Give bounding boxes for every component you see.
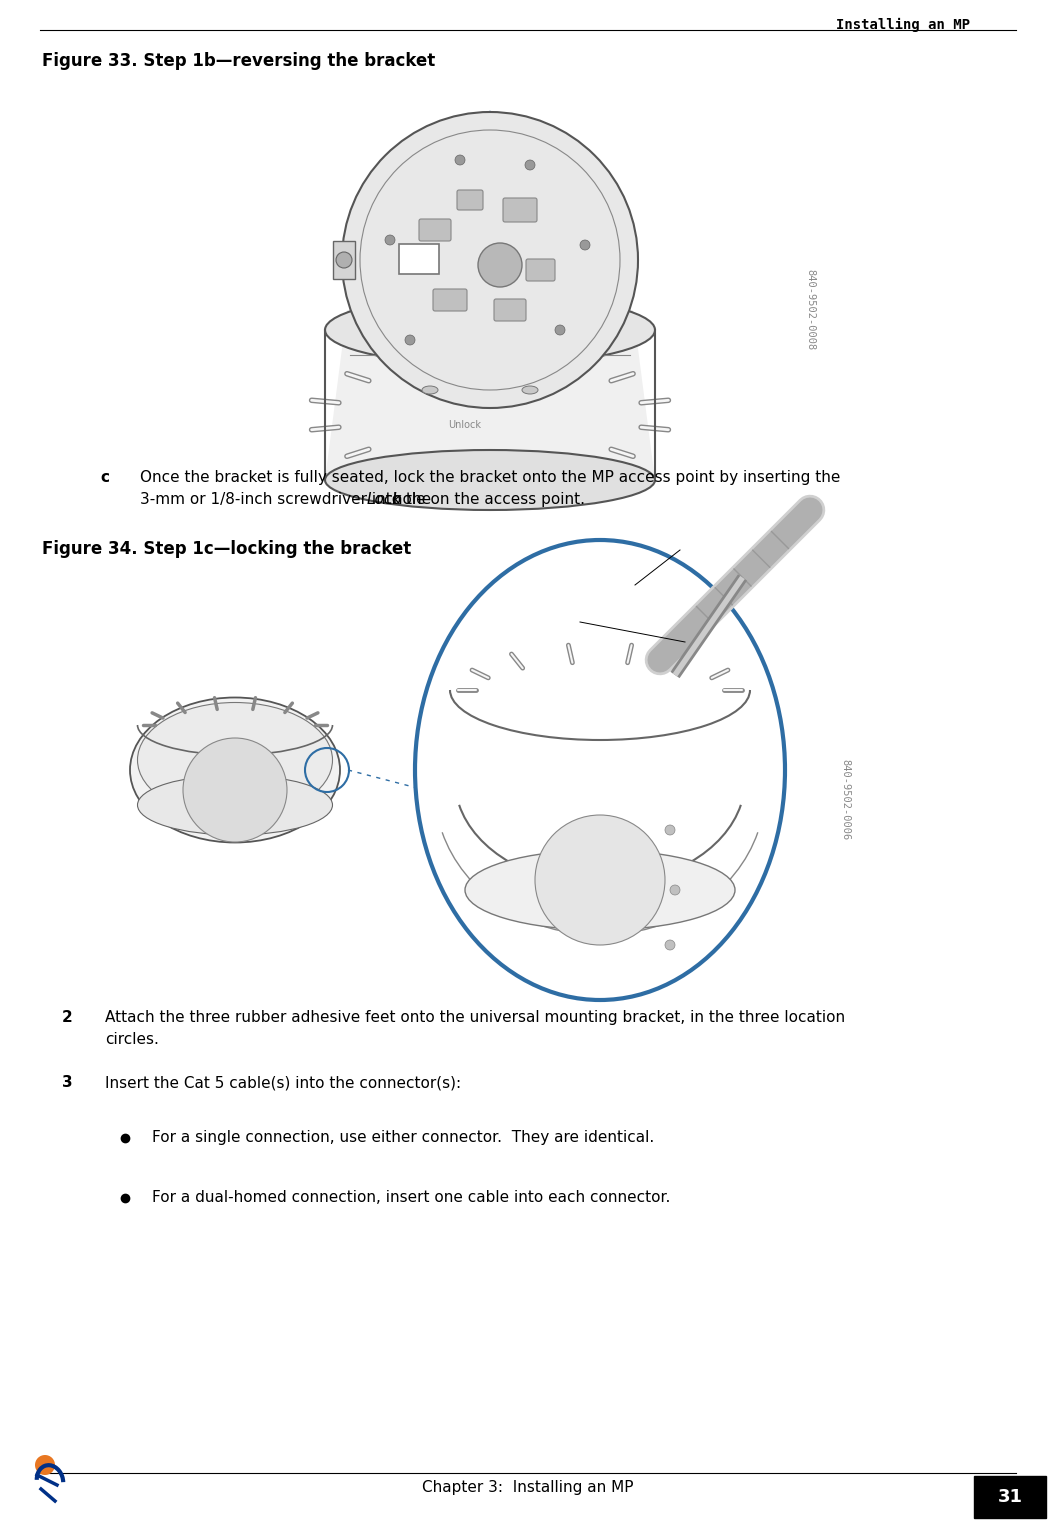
- Text: Lock: Lock: [366, 492, 401, 507]
- Text: Chapter 3:  Installing an MP: Chapter 3: Installing an MP: [422, 1481, 634, 1494]
- Circle shape: [406, 335, 415, 345]
- Circle shape: [580, 240, 590, 251]
- Circle shape: [336, 252, 352, 267]
- Ellipse shape: [130, 697, 340, 842]
- FancyBboxPatch shape: [333, 241, 355, 280]
- Ellipse shape: [325, 295, 655, 365]
- Circle shape: [342, 112, 638, 408]
- Circle shape: [670, 885, 680, 895]
- Text: hole on the access point.: hole on the access point.: [389, 492, 585, 507]
- Text: 3: 3: [62, 1076, 73, 1089]
- Text: Lock: Lock: [616, 568, 655, 584]
- Circle shape: [478, 243, 522, 287]
- Text: T-bar: T-bar: [560, 614, 596, 630]
- Text: c: c: [100, 471, 109, 484]
- Text: Once the bracket is fully seated, lock the bracket onto the MP access point by i: Once the bracket is fully seated, lock t…: [140, 471, 841, 484]
- Circle shape: [535, 814, 665, 944]
- Ellipse shape: [325, 451, 655, 510]
- Circle shape: [183, 738, 287, 842]
- Ellipse shape: [137, 703, 333, 817]
- Circle shape: [665, 825, 675, 834]
- Circle shape: [385, 235, 395, 244]
- Text: For a dual-homed connection, insert one cable into each connector.: For a dual-homed connection, insert one …: [152, 1190, 671, 1206]
- Text: For a single connection, use either connector.  They are identical.: For a single connection, use either conn…: [152, 1131, 655, 1144]
- FancyBboxPatch shape: [457, 189, 483, 209]
- Circle shape: [455, 154, 465, 165]
- Text: ★: ★: [578, 876, 602, 905]
- Text: Attach the three rubber adhesive feet onto the universal mounting bracket, in th: Attach the three rubber adhesive feet on…: [105, 1010, 845, 1025]
- Text: Figure 33. Step 1b—reversing the bracket: Figure 33. Step 1b—reversing the bracket: [42, 52, 435, 70]
- Circle shape: [555, 325, 565, 335]
- FancyBboxPatch shape: [974, 1476, 1046, 1517]
- Ellipse shape: [465, 850, 735, 931]
- FancyBboxPatch shape: [526, 260, 555, 281]
- Text: 31: 31: [998, 1488, 1022, 1507]
- Text: 2: 2: [62, 1010, 73, 1025]
- Circle shape: [525, 160, 535, 170]
- Text: Figure 34. Step 1c—locking the bracket: Figure 34. Step 1c—locking the bracket: [42, 539, 411, 558]
- Text: circles.: circles.: [105, 1031, 158, 1047]
- Text: 840-9502-0008: 840-9502-0008: [805, 269, 815, 350]
- Ellipse shape: [415, 539, 785, 999]
- FancyBboxPatch shape: [399, 244, 439, 274]
- Circle shape: [665, 940, 675, 950]
- FancyBboxPatch shape: [503, 199, 538, 222]
- Ellipse shape: [137, 775, 333, 834]
- Polygon shape: [325, 310, 655, 480]
- Circle shape: [35, 1455, 55, 1475]
- Text: 3-mm or 1/8-inch screwdriver into the: 3-mm or 1/8-inch screwdriver into the: [140, 492, 436, 507]
- Ellipse shape: [422, 387, 438, 394]
- Text: ★: ★: [226, 788, 244, 807]
- Text: 840-9502-0006: 840-9502-0006: [840, 759, 850, 840]
- Text: Installing an MP: Installing an MP: [836, 18, 970, 32]
- Ellipse shape: [522, 387, 538, 394]
- FancyBboxPatch shape: [419, 219, 451, 241]
- Text: Insert the Cat 5 cable(s) into the connector(s):: Insert the Cat 5 cable(s) into the conne…: [105, 1076, 461, 1089]
- FancyBboxPatch shape: [433, 289, 467, 312]
- Text: Unlock: Unlock: [449, 420, 482, 429]
- FancyBboxPatch shape: [494, 299, 526, 321]
